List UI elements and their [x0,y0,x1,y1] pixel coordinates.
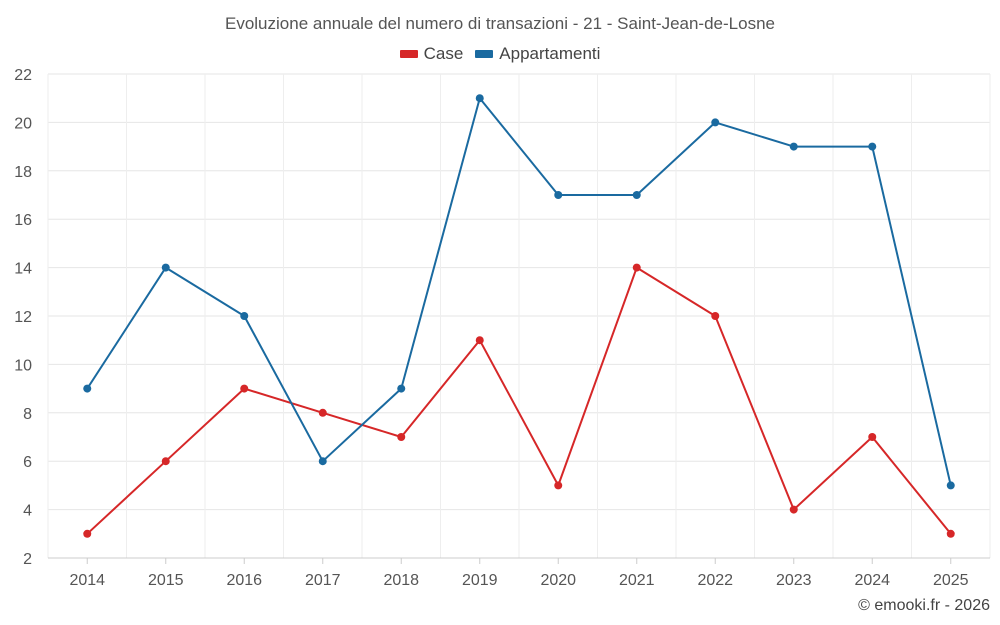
legend-label-appartamenti: Appartamenti [499,44,601,63]
y-tick-label-20: 20 [14,115,32,132]
data-point-case-2023 [789,505,798,514]
data-point-appartamenti-2014 [83,384,92,393]
data-point-case-2016 [240,384,249,393]
legend-item-case[interactable]: Case [399,44,464,64]
data-point-appartamenti-2020 [554,191,563,199]
data-point-appartamenti-2023 [789,142,798,151]
y-tick-label-6: 6 [23,454,32,471]
data-point-case-2018 [397,433,406,441]
data-point-case-2025 [946,529,955,538]
data-point-appartamenti-2022 [711,118,720,127]
x-tick-label-2014: 2014 [69,572,105,589]
y-tick-label-10: 10 [14,357,32,374]
legend: Case Appartamenti [0,44,1000,64]
y-tick-label-2: 2 [23,551,32,568]
data-point-appartamenti-2024 [868,142,877,151]
data-point-appartamenti-2019 [475,94,484,103]
legend-label-case: Case [423,44,464,63]
legend-swatch-case [399,50,418,58]
chart-title: Evoluzione annuale del numero di transaz… [224,14,775,33]
data-point-case-2019 [475,336,484,345]
data-point-appartamenti-2017 [318,457,327,466]
legend-item-appartamenti[interactable]: Appartamenti [475,44,600,64]
y-tick-label-12: 12 [14,309,32,326]
data-point-case-2014 [83,529,92,538]
x-tick-label-2023: 2023 [776,572,812,589]
x-tick-label-2017: 2017 [305,572,341,589]
data-point-case-2022 [711,312,720,320]
y-tick-label-14: 14 [14,261,32,278]
credit-text: © emooki.fr - 2026 [858,597,990,614]
data-point-case-2017 [318,408,327,417]
y-tick-label-16: 16 [14,212,32,229]
series-line-appartamenti [86,97,952,486]
data-point-case-2020 [554,481,563,490]
data-point-appartamenti-2015 [161,263,170,272]
y-tick-label-18: 18 [14,164,32,181]
x-tick-label-2018: 2018 [383,572,419,589]
y-tick-label-4: 4 [23,503,32,520]
data-point-appartamenti-2016 [240,312,249,320]
data-point-appartamenti-2025 [946,481,955,490]
x-tick-label-2019: 2019 [462,572,498,589]
x-tick-label-2025: 2025 [933,572,969,589]
x-tick-label-2021: 2021 [619,572,655,589]
x-tick-label-2015: 2015 [148,572,184,589]
legend-swatch-appartamenti [475,50,494,58]
x-tick-label-2020: 2020 [540,572,576,589]
x-tick-label-2022: 2022 [697,572,733,589]
data-point-appartamenti-2018 [397,384,406,393]
data-point-appartamenti-2021 [632,191,641,199]
y-tick-label-22: 22 [14,67,32,84]
y-tick-label-8: 8 [23,406,32,423]
data-point-case-2015 [161,457,170,466]
data-point-case-2021 [632,263,641,272]
x-tick-label-2024: 2024 [854,572,890,589]
data-point-case-2024 [868,433,877,441]
series-line-case [86,266,952,535]
x-tick-label-2016: 2016 [226,572,262,589]
